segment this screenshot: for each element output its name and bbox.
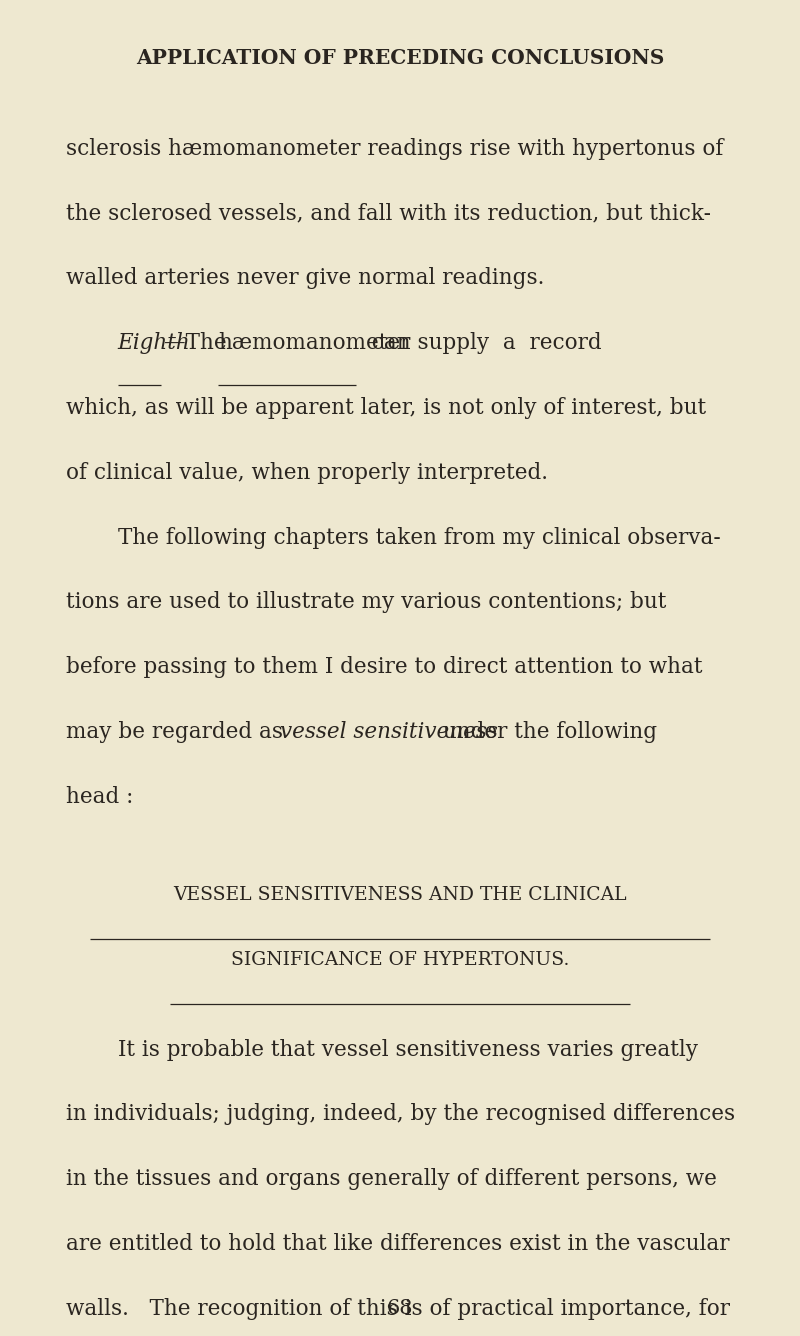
Text: under the following: under the following bbox=[436, 721, 657, 743]
Text: APPLICATION OF PRECEDING CONCLUSIONS: APPLICATION OF PRECEDING CONCLUSIONS bbox=[136, 48, 664, 68]
Text: before passing to them I desire to direct attention to what: before passing to them I desire to direc… bbox=[66, 656, 702, 679]
Text: —The: —The bbox=[164, 333, 240, 354]
Text: hæmomanometer: hæmomanometer bbox=[218, 333, 410, 354]
Text: are entitled to hold that like differences exist in the vascular: are entitled to hold that like differenc… bbox=[66, 1233, 729, 1255]
Text: Eighth: Eighth bbox=[118, 333, 190, 354]
Text: The following chapters taken from my clinical observa-: The following chapters taken from my cli… bbox=[118, 526, 720, 549]
Text: in individuals; judging, indeed, by the recognised differences: in individuals; judging, indeed, by the … bbox=[66, 1104, 734, 1125]
Text: vessel sensitiveness: vessel sensitiveness bbox=[280, 721, 498, 743]
Text: may be regarded as: may be regarded as bbox=[66, 721, 290, 743]
Text: It is probable that vessel sensitiveness varies greatly: It is probable that vessel sensitiveness… bbox=[118, 1038, 698, 1061]
Text: head :: head : bbox=[66, 786, 133, 808]
Text: the sclerosed vessels, and fall with its reduction, but thick-: the sclerosed vessels, and fall with its… bbox=[66, 203, 710, 224]
Text: in the tissues and organs generally of different persons, we: in the tissues and organs generally of d… bbox=[66, 1168, 717, 1190]
Text: tions are used to illustrate my various contentions; but: tions are used to illustrate my various … bbox=[66, 592, 666, 613]
Text: which, as will be apparent later, is not only of interest, but: which, as will be apparent later, is not… bbox=[66, 397, 706, 420]
Text: VESSEL SENSITIVENESS AND THE CLINICAL: VESSEL SENSITIVENESS AND THE CLINICAL bbox=[173, 886, 627, 904]
Text: SIGNIFICANCE OF HYPERTONUS.: SIGNIFICANCE OF HYPERTONUS. bbox=[231, 951, 569, 969]
Text: can supply  a  record: can supply a record bbox=[358, 333, 602, 354]
Text: of clinical value, when properly interpreted.: of clinical value, when properly interpr… bbox=[66, 462, 547, 484]
Text: sclerosis hæmomanometer readings rise with hypertonus of: sclerosis hæmomanometer readings rise wi… bbox=[66, 138, 723, 160]
Text: walled arteries never give normal readings.: walled arteries never give normal readin… bbox=[66, 267, 544, 290]
Text: walls.   The recognition of this is of practical importance, for: walls. The recognition of this is of pra… bbox=[66, 1297, 730, 1320]
Text: 68: 68 bbox=[386, 1299, 414, 1317]
